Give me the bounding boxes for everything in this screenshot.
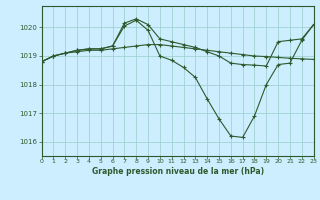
X-axis label: Graphe pression niveau de la mer (hPa): Graphe pression niveau de la mer (hPa) [92,167,264,176]
